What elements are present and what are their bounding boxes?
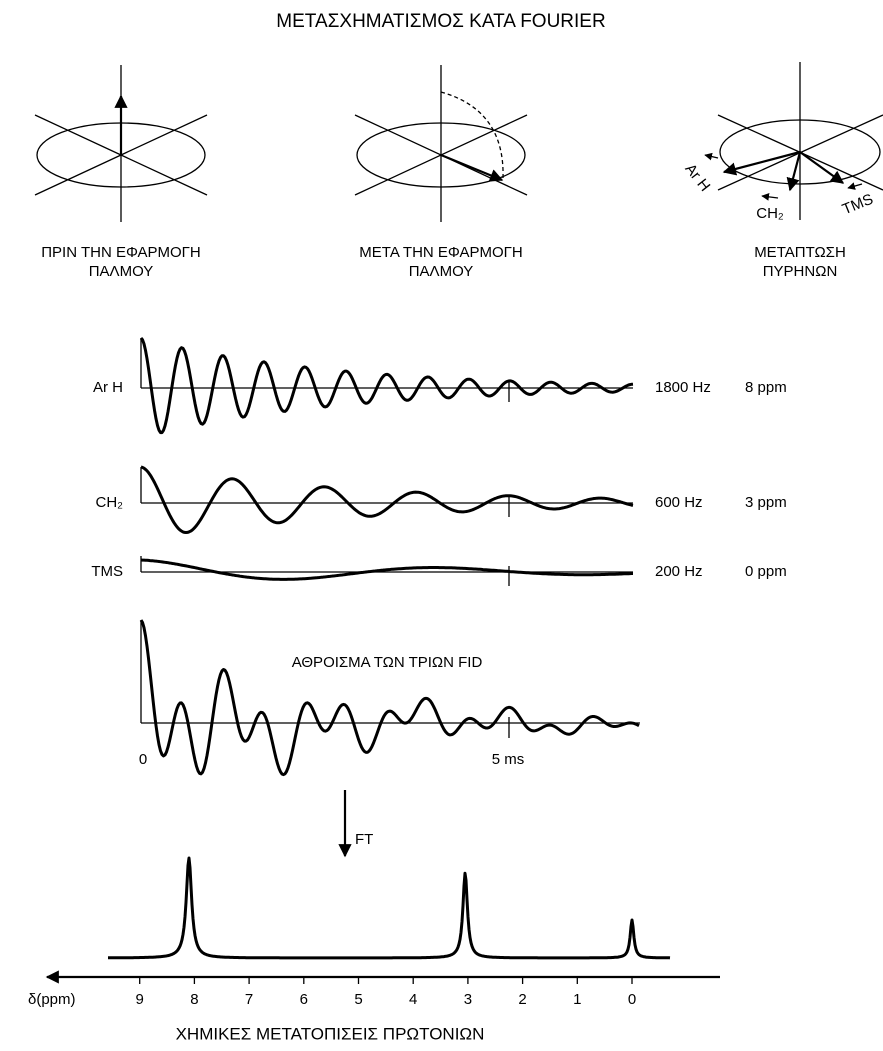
panel-caption: ΠΑΛΜΟΥ — [409, 263, 474, 280]
fid-wave — [141, 467, 633, 533]
ppm-tick-label: 1 — [573, 991, 581, 1008]
vector-label: Ar H — [681, 161, 713, 195]
sum-wave — [141, 620, 639, 775]
panel-caption: ΜΕΤΑ ΤΗΝ ΕΦΑΡΜΟΓΗ — [359, 244, 522, 261]
fid-shift: 8 ppm — [745, 379, 787, 396]
ppm-tick-label: 5 — [354, 991, 362, 1008]
fid-wave — [141, 560, 633, 579]
ppm-tick-label: 2 — [518, 991, 526, 1008]
vector-label: CH₂ — [756, 205, 784, 222]
axis-label: δ(ppm) — [28, 991, 76, 1008]
ppm-tick-label: 3 — [464, 991, 472, 1008]
vector-panel — [355, 65, 527, 222]
fid-wave — [141, 338, 633, 433]
spectrum-caption: ΧΗΜΙΚΕΣ ΜΕΤΑΤΟΠΙΣΕΙΣ ΠΡΩΤΟΝΙΩΝ — [176, 1024, 485, 1043]
fid-label: CH₂ — [96, 494, 124, 511]
page: {"title": "ΜΕΤΑΣΧΗΜΑΤΙΣΜΟΣ ΚΑΤΑ FOURIER"… — [0, 0, 883, 1051]
time-label: 5 ms — [492, 751, 525, 768]
ft-label: FT — [355, 831, 373, 848]
fid-shift: 3 ppm — [745, 494, 787, 511]
fid-frequency: 200 Hz — [655, 563, 703, 580]
ppm-tick-label: 7 — [245, 991, 253, 1008]
vector-panel: Ar H CH₂ TMS — [681, 62, 883, 222]
diagram: ΜΕΤΑΣΧΗΜΑΤΙΣΜΟΣ ΚΑΤΑ FOURIER Ar H CH₂ TM… — [0, 0, 883, 1051]
panel-caption: ΜΕΤΑΠΤΩΣΗ — [754, 244, 846, 261]
time-label: 0 — [139, 751, 147, 768]
fid-frequency: 1800 Hz — [655, 379, 711, 396]
ppm-tick-label: 9 — [136, 991, 144, 1008]
panel-caption: ΠΥΡΗΝΩΝ — [763, 263, 838, 280]
fid-label: Ar H — [93, 379, 123, 396]
ppm-tick-label: 8 — [190, 991, 198, 1008]
ppm-tick-label: 4 — [409, 991, 417, 1008]
ppm-tick-label: 0 — [628, 991, 636, 1008]
title: ΜΕΤΑΣΧΗΜΑΤΙΣΜΟΣ ΚΑΤΑ FOURIER — [276, 11, 605, 32]
vector-panel — [35, 65, 207, 222]
fid-shift: 0 ppm — [745, 563, 787, 580]
spectrum — [108, 858, 670, 958]
vector-label: TMS — [840, 191, 876, 219]
fid-label: TMS — [91, 563, 123, 580]
panel-caption: ΠΡΙΝ ΤΗΝ ΕΦΑΡΜΟΓΗ — [41, 244, 201, 261]
panel-caption: ΠΑΛΜΟΥ — [89, 263, 154, 280]
fid-frequency: 600 Hz — [655, 494, 703, 511]
ppm-tick-label: 6 — [300, 991, 308, 1008]
sum-label: ΑΘΡΟΙΣΜΑ ΤΩΝ ΤΡΙΩΝ FID — [292, 654, 483, 671]
